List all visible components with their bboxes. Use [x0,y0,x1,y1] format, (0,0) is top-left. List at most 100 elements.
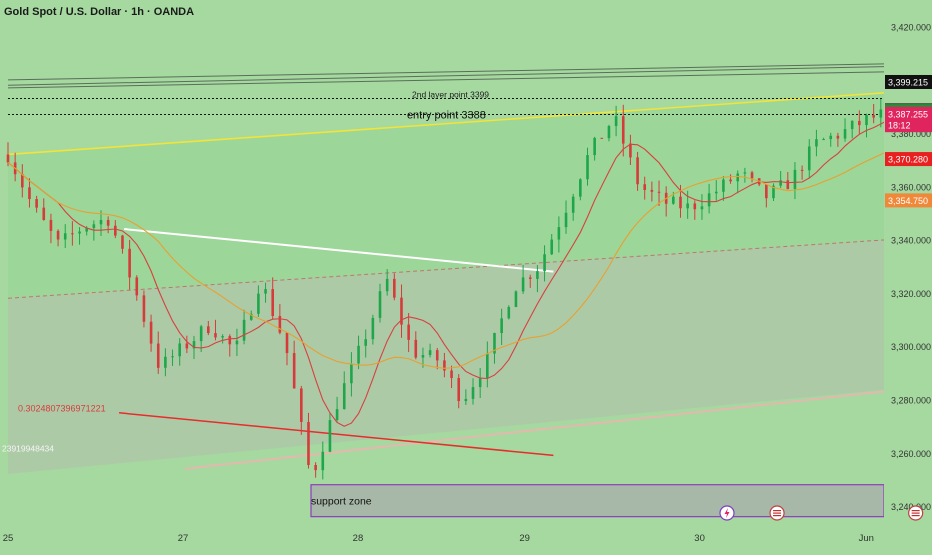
candle-body [128,248,131,278]
candle-body [536,271,539,279]
candle-body [464,398,468,402]
candle-body [443,360,446,371]
candle-body [149,321,153,344]
candle-body [736,173,740,182]
candle-body [106,220,110,226]
candle-body [207,326,210,334]
candle-body [63,233,67,240]
candle-body [214,333,217,338]
candle-body [321,451,325,471]
candle-body [228,336,232,345]
candle-body [164,356,167,368]
candle-body [686,203,689,209]
candle-body [528,277,532,279]
candle-body [249,313,253,320]
resistance-channel-3 [7,71,885,89]
candle-body [607,126,611,139]
us-flag-icon[interactable] [769,505,785,521]
candle-body [879,109,883,118]
time-axis-panel [0,522,932,550]
candle-body [78,231,81,234]
candle-body [178,343,181,357]
candle-body [478,378,482,388]
candle-body [171,356,174,358]
candle-body [371,317,375,340]
candle-body [21,174,24,188]
support-label: support zone [311,496,372,508]
lightning-icon[interactable] [719,505,735,521]
entry-label: entry point 3388 [407,110,486,122]
candle-body [414,339,418,358]
x-tick-label: 25 [3,533,14,544]
channel-mid-dashed [7,236,932,299]
candle-body [800,169,804,171]
ma-slow-line [7,130,932,369]
candle-body [307,421,310,466]
us-flag-icon[interactable] [908,505,924,521]
candle-body [35,199,38,208]
price-tag-label: 3,370.280 [888,155,928,165]
candle-body [700,206,704,210]
candle-body [471,387,475,399]
yellow-trend-line [7,88,932,156]
candle-body [378,291,382,318]
candle-body [786,180,790,190]
candle-body [142,295,146,322]
candle-body [6,154,10,163]
y-tick-label: 3,320.000 [891,289,931,299]
candle-body [264,289,267,294]
candle-body [185,343,189,349]
candle-body [292,353,296,389]
candle-body [421,355,425,358]
price-tag [885,106,932,121]
candle-body [271,289,275,317]
y-tick-label: 3,380.000 [891,129,931,139]
candle-body [192,341,196,349]
price-tag [885,74,932,89]
candle-body [278,316,282,333]
candle-body [28,187,31,200]
fib-partial-label: 23919948434 [2,443,54,453]
candle-body [457,378,461,402]
candle-body [543,254,546,272]
resistance-channel-1 [7,63,885,81]
candle-body [858,120,861,126]
candle-body [85,228,88,232]
candle-body [92,224,96,229]
candle-body [586,155,589,180]
candle-body [300,388,303,422]
x-tick-label: Jun [859,533,874,544]
candle-body [600,137,604,139]
candle-body [636,157,639,185]
candle-body [199,326,203,342]
price-tag [885,193,932,208]
second-layer-label: 2nd layer point 3399 [412,90,489,100]
candle-body [500,318,503,334]
candle-body [657,191,661,193]
candle-body [400,297,403,325]
candle-body [493,333,496,354]
candle-body [779,180,782,186]
candle-body [514,291,518,308]
candle-body [693,203,697,210]
red-trend-line [119,412,554,457]
candle-body [593,137,596,156]
candle-body [807,146,811,171]
candle-body [621,116,625,144]
candle-body [314,465,317,471]
price-tag-label: 3,387.255 [888,109,928,119]
y-tick-label: 3,300.000 [891,342,931,352]
price-tag [885,118,932,133]
candle-body [257,293,260,314]
candle-body [56,230,60,240]
candle-body [836,135,840,139]
candle-body [815,139,818,147]
candle-body [772,185,775,199]
candle-body [156,343,160,368]
candle-body [385,278,389,292]
candle-body [350,363,353,384]
candle-body [850,120,854,130]
y-tick-label: 3,340.000 [891,236,931,246]
